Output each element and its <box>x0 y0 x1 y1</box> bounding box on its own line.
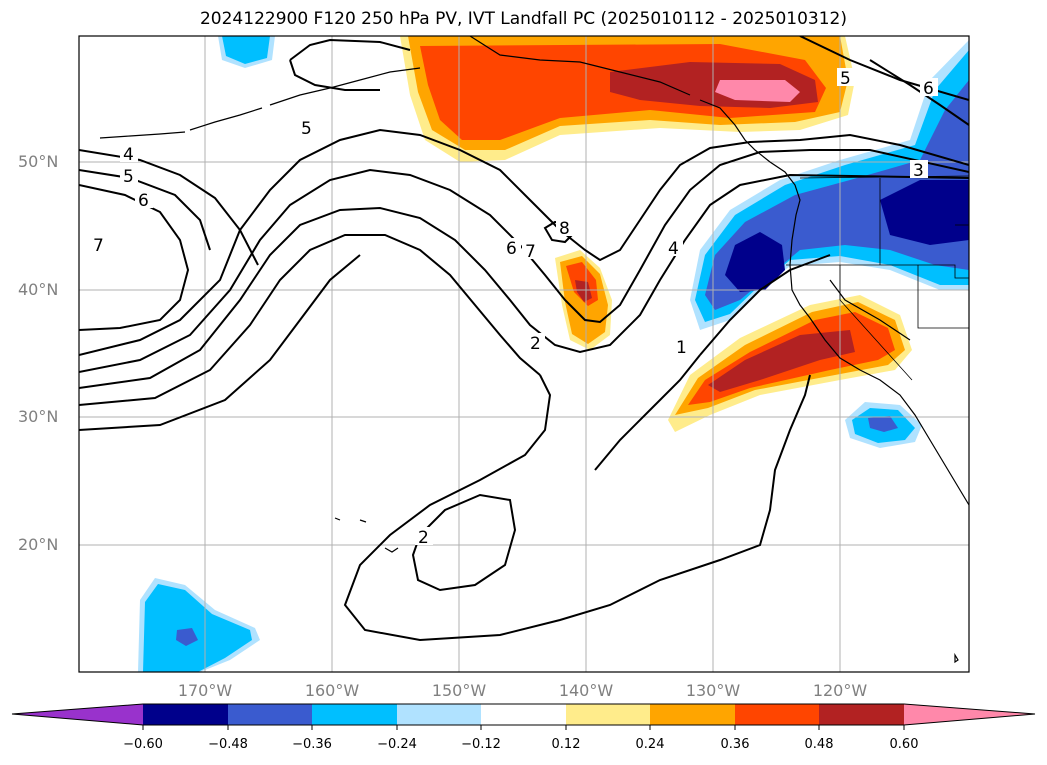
lon-label: 150°W <box>431 681 487 700</box>
colorbar-tick-label: 0.12 <box>551 737 581 752</box>
colorbar-tick-label: 0.24 <box>635 737 665 752</box>
colorbar-extend-low <box>12 704 143 725</box>
contour-label: 7 <box>525 242 536 262</box>
contour-label: 3 <box>913 161 924 181</box>
lat-label: 40°N <box>18 280 59 299</box>
ivt-positive-gulf <box>400 36 855 162</box>
colorbar-tick-label: −0.12 <box>461 737 501 752</box>
colorbar-segment <box>819 704 904 725</box>
state-borders <box>786 175 969 381</box>
colorbar-tick-label: −0.60 <box>123 737 163 752</box>
lon-label: 140°W <box>558 681 614 700</box>
lon-label: 130°W <box>685 681 741 700</box>
contour-label: 8 <box>559 219 570 239</box>
lat-label: 50°N <box>18 152 59 171</box>
contour-label: 2 <box>418 528 429 548</box>
contour-label: 7 <box>93 236 104 256</box>
colorbar-extend-high <box>904 704 1035 725</box>
coastlines <box>99 36 969 664</box>
colorbar <box>11 703 1036 730</box>
colorbar-segment <box>228 704 312 725</box>
colorbar-tick-label: −0.24 <box>377 737 417 752</box>
map-gridlines <box>79 36 969 672</box>
contour-label: 4 <box>123 145 134 165</box>
lat-label: 30°N <box>18 407 59 426</box>
lon-label: 160°W <box>304 681 360 700</box>
colorbar-segment <box>143 704 228 725</box>
lat-label: 20°N <box>18 535 59 554</box>
contour-label: 2 <box>530 334 541 354</box>
colorbar-segment <box>312 704 397 725</box>
contour-label: 1 <box>676 338 687 358</box>
colorbar-segment <box>566 704 650 725</box>
ivt-negative-northwest <box>690 40 969 330</box>
colorbar-segment <box>397 704 481 725</box>
lon-label: 120°W <box>812 681 868 700</box>
colorbar-segment <box>735 704 819 725</box>
contour-label: 5 <box>301 119 312 139</box>
ivt-positive-california <box>668 295 912 432</box>
map-frame <box>78 35 970 673</box>
contour-label: 6 <box>138 191 149 211</box>
map-title: 2024122900 F120 250 hPa PV, IVT Landfall… <box>199 9 847 29</box>
contour-label-group: 4 5 6 7 5 6 7 8 2 1 4 2 5 6 <box>90 68 938 548</box>
colorbar-segment <box>650 704 735 725</box>
contour-label: 6 <box>506 239 517 259</box>
colorbar-tick-label: 0.36 <box>720 737 750 752</box>
contour-label: 6 <box>923 79 934 99</box>
colorbar-segment <box>481 704 566 725</box>
map-area: 4 5 6 7 5 6 7 8 2 1 4 2 5 6 <box>79 36 969 672</box>
contour-label: 4 <box>668 239 679 259</box>
colorbar-tick-label: −0.48 <box>208 737 248 752</box>
contour-label: 5 <box>840 69 851 89</box>
contour-label: 5 <box>123 167 134 187</box>
colorbar-tick-label: 0.48 <box>804 737 834 752</box>
lon-label: 170°W <box>177 681 233 700</box>
ivt-negative-small <box>138 36 922 672</box>
colorbar-tick-label: 0.60 <box>889 737 919 752</box>
colorbar-tick-label: −0.36 <box>292 737 332 752</box>
